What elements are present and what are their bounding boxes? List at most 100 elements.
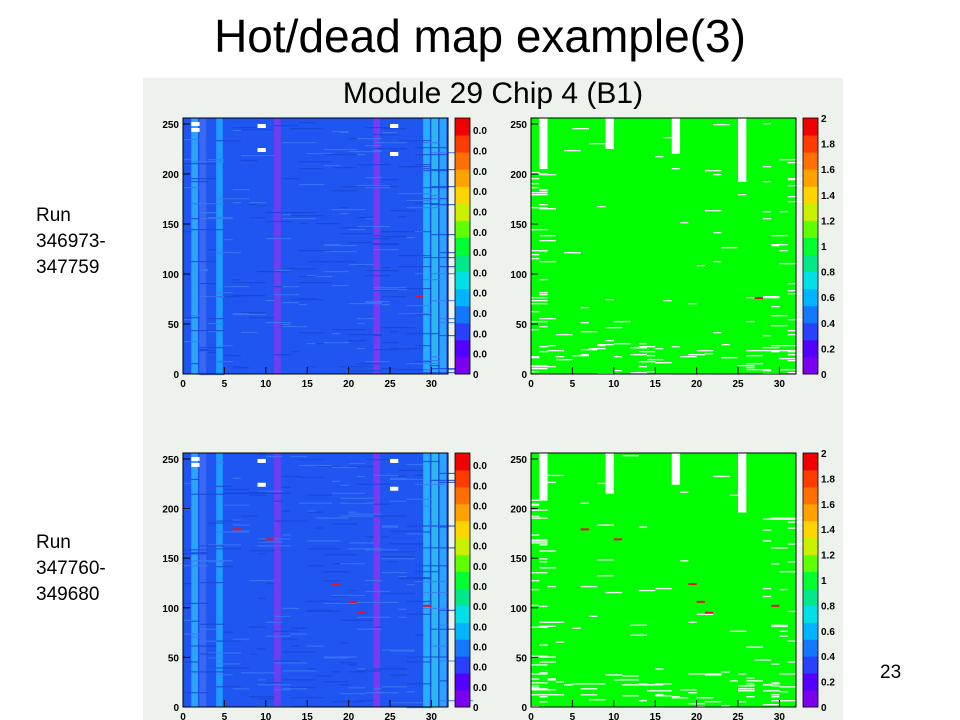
- occupancy-streak: [183, 341, 200, 343]
- occupancy-streak: [307, 548, 341, 550]
- occupancy-streak: [390, 348, 424, 350]
- dead-pixel: [597, 345, 606, 347]
- occupancy-streak: [307, 610, 341, 612]
- colorbar-segment: [803, 503, 818, 522]
- dead-pixel: [531, 300, 548, 302]
- occupancy-streak: [365, 692, 399, 694]
- occupancy-streak: [191, 478, 200, 480]
- occupancy-streak: [191, 645, 217, 647]
- dead-pixel: [630, 634, 647, 636]
- occupancy-streak: [216, 674, 233, 676]
- occupancy-streak: [323, 342, 349, 344]
- occupancy-streak: [216, 640, 241, 642]
- dead-pixel: [597, 482, 606, 485]
- occupancy-streak: [365, 177, 382, 179]
- dead-pixel: [655, 668, 664, 670]
- dead-pixel: [531, 368, 548, 370]
- occupancy-streak: [323, 580, 341, 582]
- occupancy-streak: [199, 349, 208, 351]
- dead-pixel: [531, 207, 548, 209]
- dead-pixel: [531, 542, 548, 544]
- occupancy-streak: [216, 345, 233, 347]
- dead-pixel: [655, 683, 664, 685]
- dead-pixel: [531, 687, 540, 689]
- occupancy-streak: [381, 296, 407, 298]
- dead-pixel: [713, 475, 730, 478]
- dead-pixel: [539, 661, 556, 663]
- occupancy-streak: [199, 640, 217, 642]
- occupancy-streak: [257, 553, 266, 555]
- colorbar-segment: [455, 571, 470, 589]
- occupancy-streak: [373, 142, 407, 144]
- dead-pixel: [588, 348, 606, 350]
- dead-pixel: [704, 374, 714, 376]
- y-tick-label: 50: [168, 320, 180, 331]
- occupancy-streak: [390, 331, 399, 333]
- occupancy-streak: [282, 670, 316, 672]
- occupancy-streak: [414, 273, 424, 275]
- dead-pixel: [771, 683, 780, 685]
- occupancy-streak: [423, 142, 440, 144]
- colorbar-segment: [455, 118, 470, 136]
- dead-pixel: [547, 679, 556, 681]
- dead-pixel: [539, 190, 548, 192]
- occupancy-streak: [298, 332, 324, 334]
- colorbar-tick-label: 0.0: [473, 643, 487, 654]
- occupancy-streak: [356, 185, 391, 187]
- colorbar-segment: [455, 356, 470, 375]
- occupancy-streak: [183, 159, 192, 161]
- occupancy-streak: [323, 251, 357, 253]
- occupancy-streak: [249, 494, 266, 496]
- dead-pixel: [580, 354, 589, 356]
- occupancy-streak: [390, 530, 424, 532]
- occupancy-streak: [356, 265, 366, 267]
- occupancy-streak: [332, 285, 349, 287]
- hot-pixel: [613, 538, 623, 541]
- bright-column: [373, 118, 381, 374]
- occupancy-streak: [381, 231, 415, 233]
- occupancy-streak: [348, 370, 382, 372]
- dead-pixel: [771, 315, 788, 317]
- dead-pixel: [680, 491, 689, 493]
- occupancy-streak: [240, 155, 275, 157]
- colorbar-segment: [455, 503, 470, 522]
- occupancy-streak: [207, 352, 217, 354]
- occupancy-streak: [232, 202, 241, 204]
- dead-pixel: [539, 558, 548, 560]
- dead-pixel: [721, 705, 730, 707]
- dead-pixel: [539, 689, 556, 691]
- occupancy-streak: [348, 542, 374, 544]
- occupancy-streak: [249, 550, 275, 552]
- dead-pixel: [771, 517, 788, 519]
- dead-pixel: [547, 481, 556, 484]
- bright-column: [439, 118, 447, 374]
- occupancy-streak: [282, 218, 316, 220]
- colorbar-tick-label: 1.2: [821, 216, 835, 227]
- colorbar-tick-label: 0.0: [473, 268, 487, 279]
- colorbar-tick-label: 1.2: [821, 551, 835, 562]
- occupancy-streak: [207, 522, 225, 524]
- occupancy-streak: [381, 327, 415, 329]
- occupancy-streak: [356, 154, 366, 156]
- occupancy-streak: [323, 245, 357, 247]
- occupancy-streak: [191, 229, 225, 231]
- occupancy-streak: [381, 267, 391, 269]
- occupancy-streak: [257, 540, 266, 542]
- occupancy-streak: [282, 178, 299, 180]
- dead-pixel: [539, 544, 548, 546]
- occupancy-streak: [373, 244, 399, 246]
- occupancy-streak: [323, 154, 357, 156]
- occupancy-streak: [191, 560, 208, 562]
- bright-column: [199, 118, 207, 374]
- dead-pixel: [539, 656, 556, 658]
- occupancy-streak: [265, 682, 283, 684]
- colorbar-segment: [455, 271, 470, 290]
- occupancy-streak: [398, 313, 432, 315]
- y-tick-label: 150: [510, 220, 527, 231]
- colorbar-segment: [455, 254, 470, 273]
- occupancy-streak: [406, 333, 440, 335]
- occupancy-streak: [348, 465, 374, 468]
- occupancy-streak: [406, 305, 432, 307]
- occupancy-streak: [274, 492, 291, 494]
